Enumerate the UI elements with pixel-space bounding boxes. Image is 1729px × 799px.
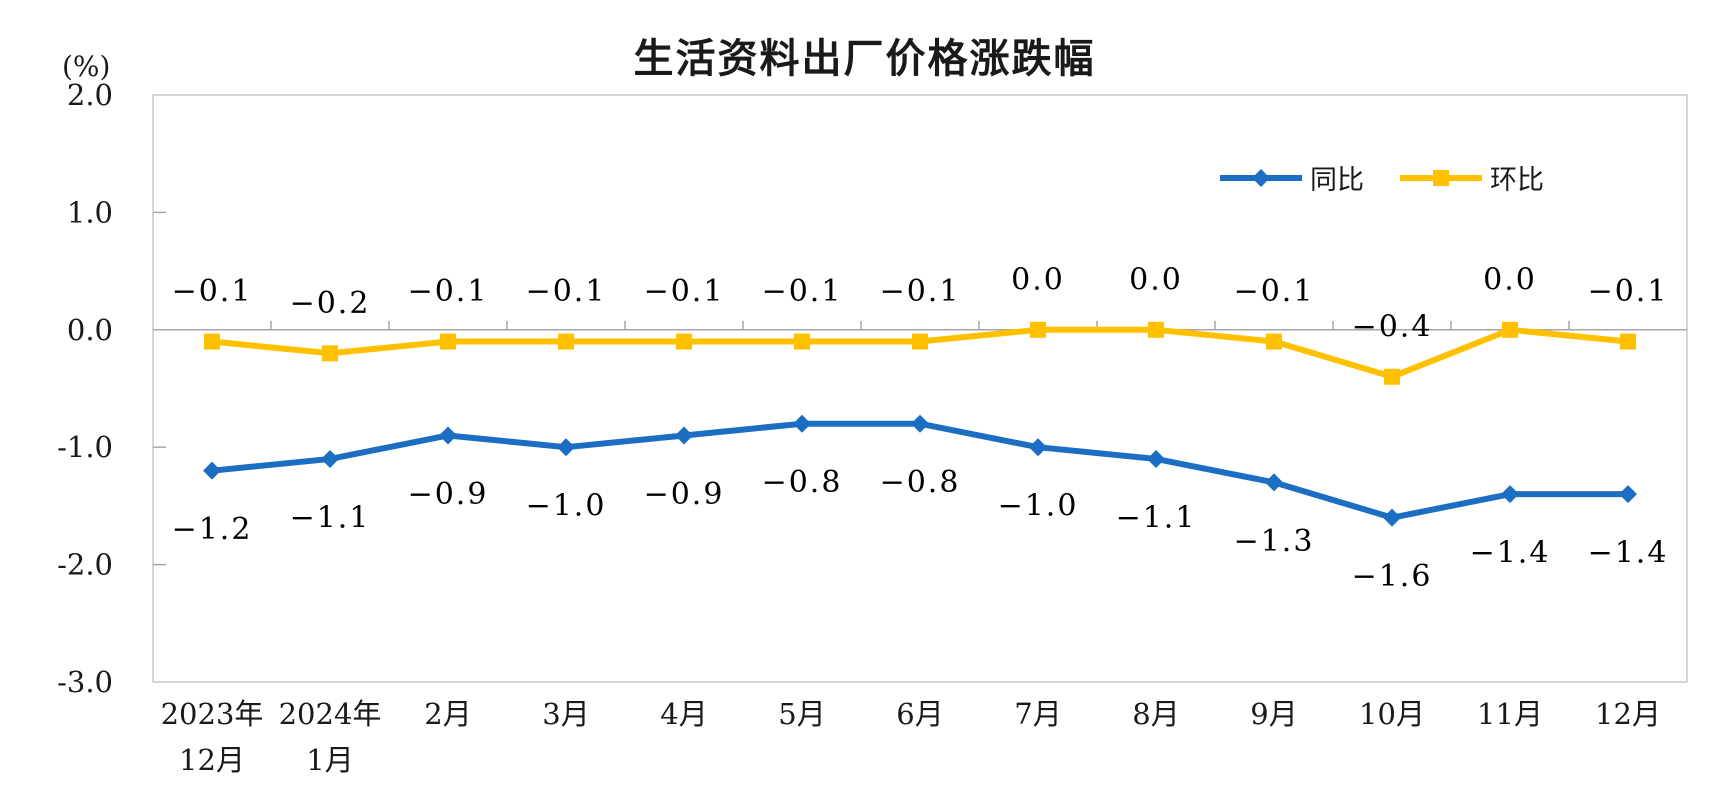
x-axis-label: 10月 xyxy=(1359,697,1425,731)
x-axis-label: 11月 xyxy=(1477,697,1543,731)
square-marker xyxy=(676,333,692,350)
diamond-marker xyxy=(1265,473,1283,492)
x-axis-label: 12月 xyxy=(179,743,245,777)
data-label: −0.1 xyxy=(1588,274,1669,309)
x-axis-label: 4月 xyxy=(660,697,707,731)
diamond-marker xyxy=(557,438,575,457)
data-label: 0.0 xyxy=(1483,262,1537,297)
y-axis-label: -2.0 xyxy=(57,548,113,582)
data-label: −0.8 xyxy=(762,465,843,500)
y-axis-label: 0.0 xyxy=(67,313,113,347)
square-marker xyxy=(440,333,456,350)
square-marker xyxy=(322,345,338,362)
y-axis-label: -1.0 xyxy=(57,430,113,464)
chart-title: 生活资料出厂价格涨跌幅 xyxy=(633,37,1096,81)
diamond-marker xyxy=(1619,485,1637,504)
diamond-marker xyxy=(1383,508,1401,527)
diamond-marker xyxy=(1501,485,1519,504)
data-label: −1.6 xyxy=(1352,559,1433,594)
legend-label-huanbi: 环比 xyxy=(1490,165,1544,195)
diamond-marker xyxy=(675,426,693,445)
square-marker xyxy=(1384,368,1400,385)
x-axis-label: 1月 xyxy=(306,743,353,777)
square-marker xyxy=(1266,333,1282,350)
plot-border xyxy=(152,94,1688,683)
diamond-marker xyxy=(439,426,457,445)
x-axis-label: 2024年 xyxy=(279,697,382,731)
square-marker xyxy=(1502,321,1518,338)
square-marker xyxy=(1030,321,1046,338)
data-label: −1.4 xyxy=(1470,536,1551,571)
square-marker xyxy=(794,333,810,350)
data-label: −0.1 xyxy=(644,274,725,309)
legend-item-huanbi[interactable]: 环比 xyxy=(1398,158,1544,197)
x-axis-label: 2月 xyxy=(424,697,471,731)
data-label: −0.2 xyxy=(290,286,371,321)
data-label: −0.9 xyxy=(644,477,725,512)
diamond-marker xyxy=(203,461,221,480)
y-axis-unit-label: (%) xyxy=(62,50,111,83)
diamond-marker xyxy=(1029,438,1047,457)
x-axis-label: 9月 xyxy=(1250,697,1297,731)
diamond-marker xyxy=(321,449,339,468)
data-label: 0.0 xyxy=(1129,262,1183,297)
x-axis-label: 6月 xyxy=(896,697,943,731)
data-label: −1.0 xyxy=(526,489,607,524)
square-marker xyxy=(1620,333,1636,350)
data-label: −0.4 xyxy=(1352,309,1433,344)
data-label: −0.1 xyxy=(526,274,607,309)
square-marker xyxy=(558,333,574,350)
x-axis-label: 3月 xyxy=(542,697,589,731)
diamond-marker xyxy=(911,414,929,433)
data-label: −0.1 xyxy=(408,274,489,309)
data-label: −0.8 xyxy=(880,465,961,500)
x-axis-label: 12月 xyxy=(1595,697,1661,731)
diamond-marker xyxy=(1147,449,1165,468)
x-axis-label: 2023年 xyxy=(161,697,264,731)
tongbi-line-diamond-icon xyxy=(1220,168,1302,187)
legend-item-tongbi[interactable]: 同比 xyxy=(1218,158,1364,197)
square-marker xyxy=(204,333,220,350)
data-label: −1.2 xyxy=(172,512,253,547)
square-marker xyxy=(912,333,928,350)
legend-label-tongbi: 同比 xyxy=(1310,165,1364,195)
data-label: −0.1 xyxy=(172,274,253,309)
data-label: −1.4 xyxy=(1588,536,1669,571)
data-label: −0.1 xyxy=(880,274,961,309)
data-label: −1.3 xyxy=(1234,524,1315,559)
diamond-marker xyxy=(793,414,811,433)
x-axis-label: 8月 xyxy=(1132,697,1179,731)
x-axis-label: 5月 xyxy=(778,697,825,731)
data-label: 0.0 xyxy=(1011,262,1065,297)
data-label: −0.9 xyxy=(408,477,489,512)
data-label: −0.1 xyxy=(762,274,843,309)
huanbi-line-square-icon xyxy=(1400,169,1482,186)
y-axis-label: 1.0 xyxy=(67,195,113,229)
x-axis-label: 7月 xyxy=(1014,697,1061,731)
y-axis-label: -3.0 xyxy=(57,665,113,699)
chart-legend: 同比 环比 xyxy=(1218,158,1544,197)
data-label: −1.0 xyxy=(998,489,1079,524)
data-label: −0.1 xyxy=(1234,274,1315,309)
y-axis-label: 2.0 xyxy=(67,78,113,112)
data-label: −1.1 xyxy=(290,500,371,535)
data-label: −1.1 xyxy=(1116,500,1197,535)
square-marker xyxy=(1148,321,1164,338)
